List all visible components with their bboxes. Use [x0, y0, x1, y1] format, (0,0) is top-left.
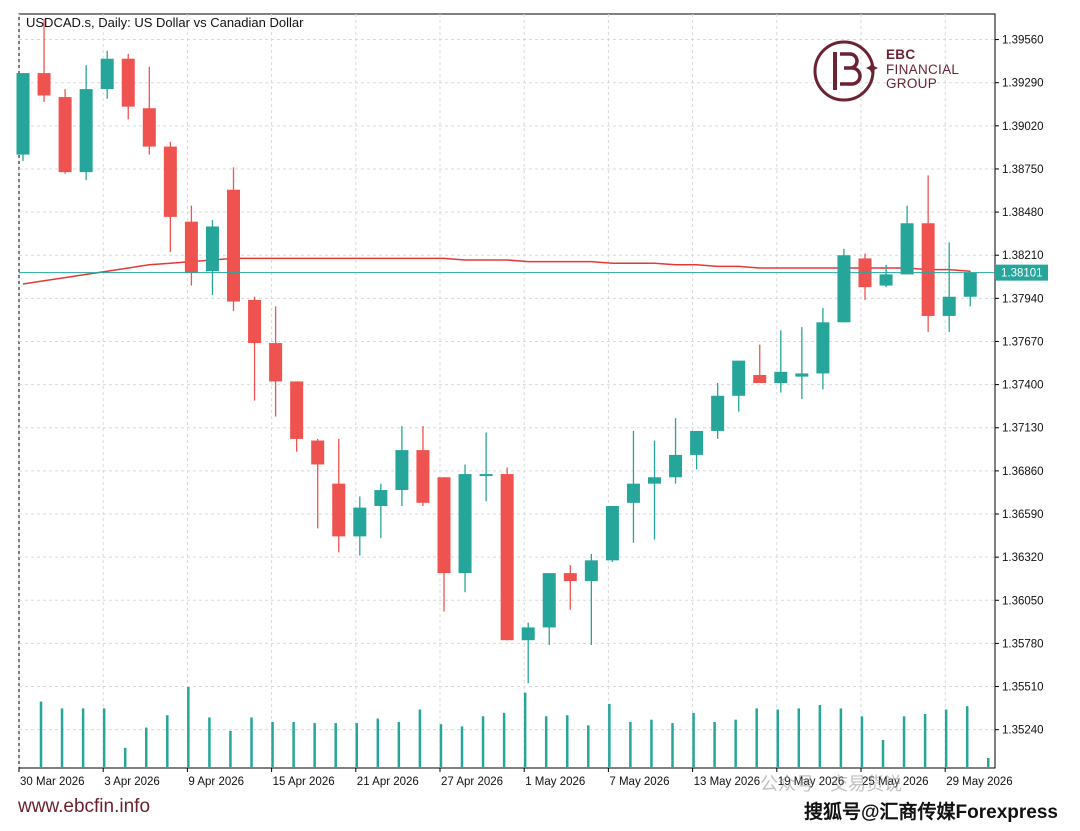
- y-tick-label: 1.38480: [1002, 207, 1044, 219]
- candle-body-bull: [732, 360, 746, 396]
- current-price-badge: [996, 264, 1048, 281]
- logo-text: EBC FINANCIAL GROUP: [886, 47, 960, 92]
- candle-body-bear: [142, 108, 156, 147]
- candle-body-bull: [16, 73, 30, 155]
- candles: [16, 18, 977, 684]
- y-tick-label: 1.37940: [1002, 293, 1044, 305]
- candle-body-bull: [521, 627, 535, 641]
- candle-body-bull: [605, 506, 619, 561]
- candle-body-bull: [669, 454, 683, 478]
- x-axis: 30 Mar 2026 3 Apr 2026 9 Apr 2026 15 Apr 20…: [18, 768, 1013, 788]
- candle-body-bull: [626, 483, 640, 503]
- candle-body-bear: [227, 189, 240, 302]
- candle-body-bear: [311, 440, 325, 465]
- candle-body-bear: [332, 483, 346, 537]
- candle-body-bear: [184, 221, 198, 273]
- website-link[interactable]: www.ebcfin.info: [18, 796, 151, 817]
- logo-line-1: EBC: [886, 47, 916, 62]
- y-tick-label: 1.37130: [1002, 423, 1044, 435]
- candle-body-bull: [395, 450, 409, 491]
- candle-body-bull: [711, 395, 725, 431]
- candle-body-bull: [479, 474, 493, 477]
- x-tick-label: 1 May 2026: [525, 776, 585, 788]
- candle-body-bull: [837, 255, 851, 323]
- volume-bars: [39, 687, 990, 767]
- candle-body-bear: [121, 58, 135, 107]
- candle-body-bull: [374, 490, 388, 507]
- y-tick-label: 1.36320: [1002, 552, 1044, 564]
- logo-line-3: GROUP: [886, 76, 938, 91]
- ebc-logo-mark-icon: [813, 40, 878, 102]
- y-tick-label: 1.38210: [1002, 250, 1044, 262]
- ma-line: [22, 257, 971, 285]
- candle-body-bull: [100, 58, 114, 90]
- candle-body-bull: [774, 371, 788, 384]
- x-tick-label: 13 May 2026: [694, 776, 761, 788]
- x-tick-label: 25 May 2026: [862, 776, 929, 788]
- y-tick-label: 1.38750: [1002, 164, 1044, 176]
- candle-body-bull: [205, 226, 219, 272]
- y-tick-label: 1.35240: [1002, 725, 1044, 737]
- candle-body-bull: [584, 560, 598, 582]
- candle-body-bear: [290, 381, 304, 439]
- y-tick-label: 1.36050: [1002, 595, 1044, 607]
- logo-line-2: FINANCIAL: [886, 61, 960, 77]
- candle-body-bull: [795, 373, 809, 377]
- candle-body-bear: [269, 343, 283, 382]
- candle-body-bear: [500, 474, 514, 641]
- candle-body-bull: [900, 223, 914, 275]
- y-tick-label: 1.36860: [1002, 466, 1044, 478]
- y-tick-label: 1.39020: [1002, 121, 1044, 133]
- x-tick-label: 21 Apr 2026: [357, 776, 419, 788]
- x-tick-label: 19 May 2026: [778, 776, 845, 788]
- candle-body-bull: [458, 474, 472, 574]
- x-tick-label: 30 Mar 2026: [20, 776, 85, 788]
- candle-body-bear: [37, 73, 51, 96]
- watermark-text: 公众号 · 交易货说: [760, 774, 902, 794]
- x-tick-label: 7 May 2026: [609, 776, 669, 788]
- y-tick-label: 1.39560: [1002, 35, 1044, 47]
- candle-body-bear: [58, 97, 72, 173]
- chart-title: USDCAD.s, Daily: US Dollar vs Canadian D…: [26, 15, 304, 30]
- candle-body-bull: [816, 322, 830, 374]
- candle-body-bear: [921, 223, 935, 316]
- y-tick-label: 1.35780: [1002, 638, 1044, 650]
- candle-body-bear: [163, 146, 177, 217]
- current-price-label: 1.38101: [1001, 268, 1043, 280]
- source-tag: 搜狐号@汇商传媒Forexpress: [804, 802, 1058, 823]
- x-tick-label: 9 Apr 2026: [188, 776, 244, 788]
- y-tick-label: 1.37670: [1002, 336, 1044, 348]
- candle-body-bull: [963, 272, 977, 297]
- candle-body-bull: [690, 430, 704, 455]
- y-tick-label: 1.36590: [1002, 509, 1044, 521]
- plot-frame: [18, 13, 996, 769]
- candle-body-bull: [879, 274, 893, 286]
- candle-body-bear: [563, 573, 577, 582]
- ebc-logo: EBC FINANCIAL GROUP: [812, 38, 982, 104]
- x-tick-label: 29 May 2026: [946, 776, 1013, 788]
- candle-body-bull: [942, 296, 956, 316]
- x-tick-label: 15 Apr 2026: [273, 776, 335, 788]
- candle-body-bull: [353, 507, 367, 537]
- y-tick-label: 1.39290: [1002, 78, 1044, 90]
- candle-body-bear: [248, 299, 262, 344]
- candle-body-bear: [437, 477, 451, 574]
- current-price-line: 1.38101: [19, 264, 1048, 281]
- x-tick-label: 27 Apr 2026: [441, 776, 503, 788]
- candle-body-bull: [542, 573, 556, 628]
- y-tick-label: 1.37400: [1002, 380, 1044, 392]
- candle-body-bull: [648, 477, 661, 484]
- x-tick-label: 3 Apr 2026: [104, 776, 160, 788]
- y-axis: 1.39560 1.39290 1.39020 1.38750 1.38480 1.382…: [995, 35, 1044, 737]
- candle-body-bear: [416, 450, 430, 503]
- y-tick-label: 1.35510: [1002, 682, 1044, 694]
- moving-average: [22, 257, 971, 285]
- candle-body-bear: [753, 375, 767, 384]
- candle-body-bull: [79, 89, 93, 173]
